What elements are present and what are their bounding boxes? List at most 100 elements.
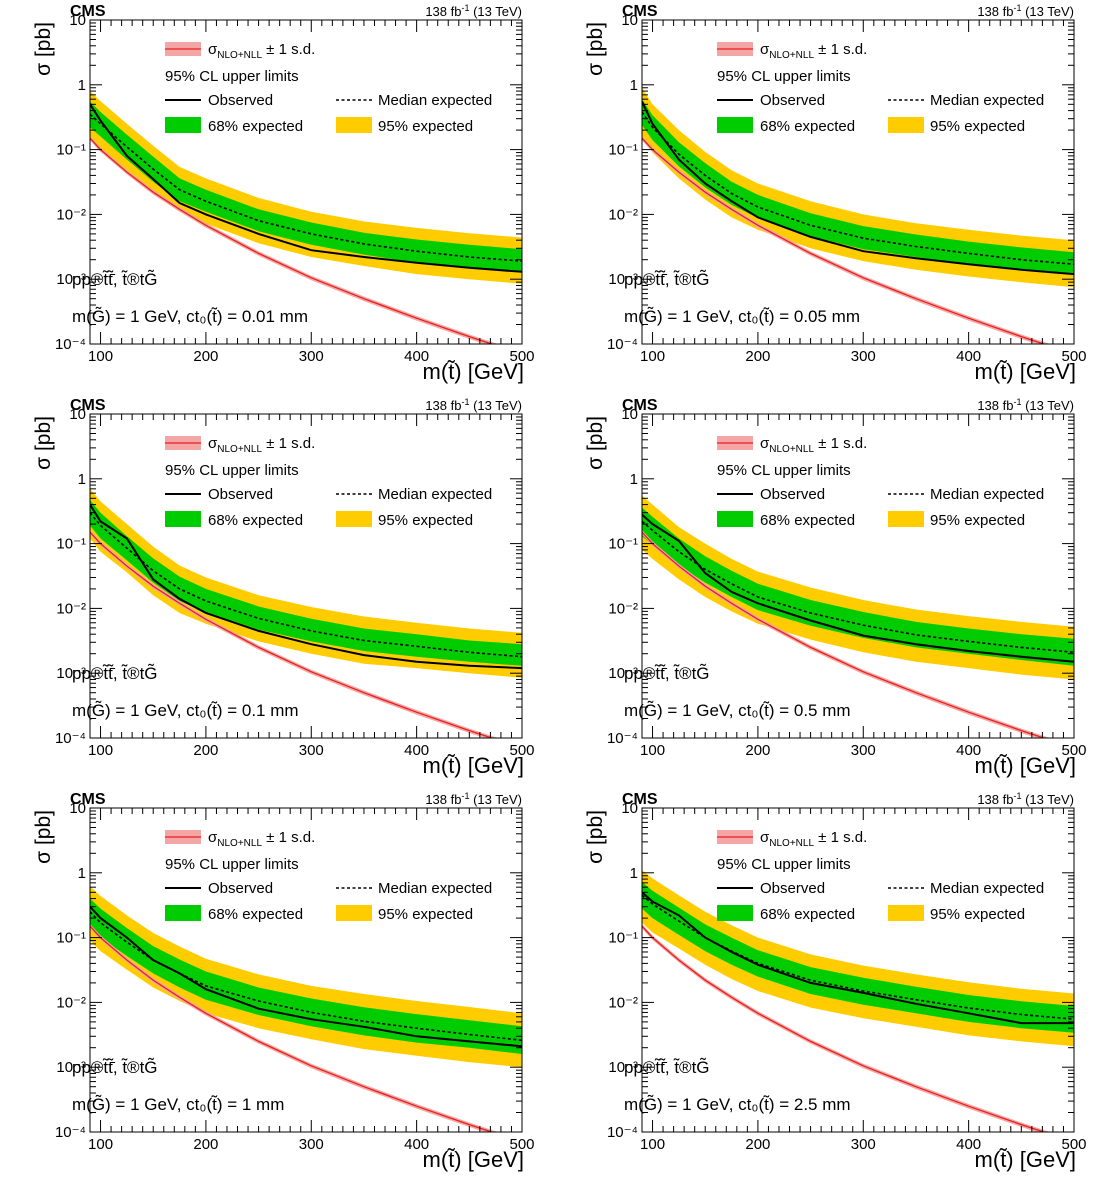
legend-68-swatch	[717, 905, 753, 921]
legend-header: 95% CL upper limits	[165, 68, 299, 85]
x-tick-label: 300	[299, 742, 324, 759]
legend-header: 95% CL upper limits	[165, 856, 299, 873]
legend-95-label: 95% expected	[378, 512, 473, 529]
chart-panel: 100 200 300 400 500 10⁻⁴ 10⁻³ 10⁻² 10⁻¹ 1 10 m(t̃) …	[32, 791, 535, 1172]
plot-frame	[89, 19, 523, 345]
y-tick-label: 10⁻⁴	[607, 1124, 638, 1141]
y-tick-label: 10⁻²	[608, 994, 638, 1011]
median-expected-line	[642, 111, 1074, 266]
y-axis-title: σ [pb]	[32, 810, 55, 864]
y-tick-label: 10⁻²	[56, 206, 86, 223]
cms-label: CMS	[622, 791, 658, 808]
plot-area	[90, 91, 522, 344]
observed-line	[642, 891, 1074, 1025]
y-axis-title: σ [pb]	[32, 416, 55, 470]
legend-observed-label: Observed	[208, 486, 273, 503]
legend-theory-label: σNLO+NLL ± 1 s.d.	[760, 435, 867, 455]
y-tick-label: 10⁻⁴	[55, 336, 86, 353]
y-tick-label: 1	[630, 471, 638, 488]
legend-header: 95% CL upper limits	[717, 68, 851, 85]
cms-label: CMS	[622, 3, 658, 20]
plot-area	[642, 495, 1074, 738]
x-tick-label: 100	[640, 742, 665, 759]
theory-line	[90, 137, 494, 344]
band-68-expected	[642, 99, 1074, 275]
theory-line	[90, 925, 494, 1132]
x-tick-label: 500	[1061, 742, 1086, 759]
y-tick-label: 10⁻²	[608, 600, 638, 617]
x-tick-label: 200	[193, 348, 218, 365]
lumi-label: 138 fb-1 (13 TeV)	[425, 397, 522, 413]
y-tick-label: 10	[621, 406, 638, 423]
legend-median-label: Median expected	[378, 486, 492, 503]
legend-95-swatch	[336, 905, 372, 921]
plot-frame	[89, 807, 523, 1133]
x-tick-label: 500	[509, 742, 534, 759]
chart-panel: 100 200 300 400 500 10⁻⁴ 10⁻³ 10⁻² 10⁻¹ 1 10 m(t̃) …	[584, 791, 1087, 1172]
plot-area	[90, 488, 522, 738]
x-axis-title: m(t̃) [GeV]	[975, 1147, 1076, 1172]
legend-theory-label: σNLO+NLL ± 1 s.d.	[208, 435, 315, 455]
x-axis-title: m(t̃) [GeV]	[423, 1147, 524, 1172]
y-tick-label: 10⁻¹	[608, 142, 638, 159]
x-tick-label: 200	[745, 348, 770, 365]
process-label: pp®t̃t̃̄, t̃®tG̃	[624, 1057, 710, 1077]
y-tick-label: 10⁻²	[56, 600, 86, 617]
y-tick-label: 1	[630, 77, 638, 94]
model-label: m(G̃) = 1 GeV, ct₀(t̃) = 0.05 mm	[624, 306, 860, 326]
y-tick-label: 10	[621, 800, 638, 817]
x-axis-title: m(t̃) [GeV]	[423, 359, 524, 384]
x-axis-title: m(t̃) [GeV]	[975, 359, 1076, 384]
y-tick-label: 10⁻⁴	[607, 730, 638, 747]
x-tick-label: 100	[640, 1136, 665, 1153]
theory-line	[90, 531, 494, 738]
lumi-label: 138 fb-1 (13 TeV)	[425, 791, 522, 807]
y-tick-label: 1	[630, 865, 638, 882]
x-tick-label: 400	[404, 1136, 429, 1153]
x-tick-label: 100	[88, 742, 113, 759]
legend-68-label: 68% expected	[760, 118, 855, 135]
legend-95-label: 95% expected	[930, 906, 1025, 923]
chart-panel: 100 200 300 400 500 10⁻⁴ 10⁻³ 10⁻² 10⁻¹ 1 10 m(t̃) …	[32, 3, 535, 384]
y-tick-label: 10⁻³	[56, 665, 86, 682]
theory-line	[642, 531, 1046, 738]
legend-68-swatch	[717, 511, 753, 527]
legend-theory-label: σNLO+NLL ± 1 s.d.	[760, 829, 867, 849]
x-tick-label: 100	[640, 348, 665, 365]
legend-header: 95% CL upper limits	[165, 462, 299, 479]
x-tick-label: 200	[193, 1136, 218, 1153]
y-tick-label: 10⁻¹	[608, 930, 638, 947]
x-tick-label: 500	[509, 1136, 534, 1153]
plot-area	[90, 886, 522, 1132]
plot-frame	[641, 413, 1075, 739]
median-expected-line	[642, 520, 1074, 654]
x-tick-label: 500	[509, 348, 534, 365]
y-tick-label: 10⁻³	[608, 271, 638, 288]
chart-panel: 100 200 300 400 500 10⁻⁴ 10⁻³ 10⁻² 10⁻¹ 1 10 m(t̃) …	[32, 397, 535, 778]
y-tick-label: 10⁻⁴	[607, 336, 638, 353]
legend-median-label: Median expected	[378, 880, 492, 897]
x-tick-label: 200	[745, 742, 770, 759]
legend-68-label: 68% expected	[208, 118, 303, 135]
process-label: pp®t̃t̃̄, t̃®tG̃	[72, 663, 158, 683]
y-tick-label: 1	[78, 471, 86, 488]
y-tick-label: 10⁻³	[56, 271, 86, 288]
y-tick-label: 10⁻¹	[56, 142, 86, 159]
x-tick-label: 300	[851, 348, 876, 365]
x-tick-label: 100	[88, 348, 113, 365]
y-tick-label: 10⁻²	[608, 206, 638, 223]
y-axis-title: σ [pb]	[584, 810, 607, 864]
legend-68-swatch	[165, 905, 201, 921]
theory-line	[642, 925, 1046, 1132]
y-tick-label: 10⁻⁴	[55, 1124, 86, 1141]
plot-frame	[641, 19, 1075, 345]
x-tick-label: 300	[851, 742, 876, 759]
legend-68-label: 68% expected	[208, 906, 303, 923]
x-tick-label: 500	[1061, 1136, 1086, 1153]
x-tick-label: 400	[404, 348, 429, 365]
plot-area	[642, 87, 1074, 344]
y-tick-label: 10	[69, 406, 86, 423]
legend-header: 95% CL upper limits	[717, 856, 851, 873]
lumi-label: 138 fb-1 (13 TeV)	[977, 397, 1074, 413]
